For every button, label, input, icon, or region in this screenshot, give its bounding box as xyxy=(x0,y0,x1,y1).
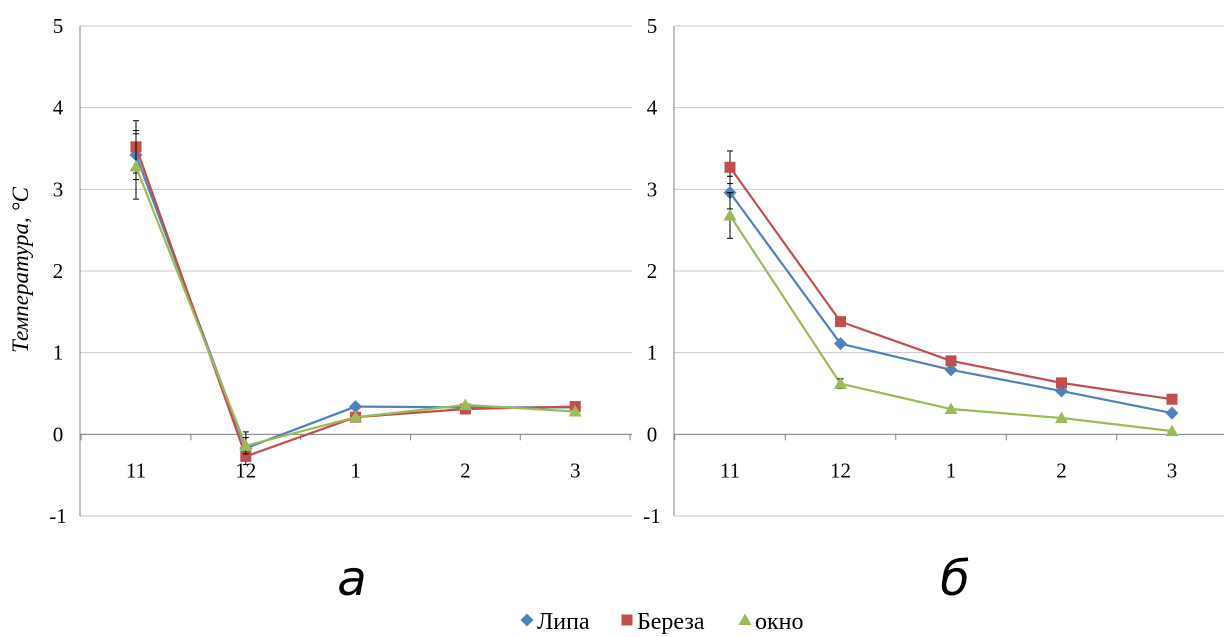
y-tick-label: 0 xyxy=(53,422,64,446)
data-point-diamond xyxy=(349,400,363,414)
data-point-triangle xyxy=(834,377,847,389)
y-tick-label: -1 xyxy=(49,504,67,528)
data-point-triangle xyxy=(458,398,472,410)
x-tick-label: 1 xyxy=(350,458,361,482)
y-tick-label: 5 xyxy=(53,14,64,38)
chart-legend: Липа Береза окно xyxy=(520,609,804,635)
legend-item: Береза xyxy=(621,609,705,635)
y-tick-label: 1 xyxy=(647,341,658,365)
data-point-diamond xyxy=(1165,406,1179,420)
series-square xyxy=(724,150,1178,405)
x-tick-label: 11 xyxy=(126,458,146,482)
legend-label: Береза xyxy=(637,609,705,635)
x-tick-label: 2 xyxy=(1056,458,1067,482)
data-point-square xyxy=(724,161,736,173)
x-tick-label: 2 xyxy=(460,458,471,482)
data-point-diamond xyxy=(834,337,847,351)
legend-item: Липа xyxy=(520,609,590,635)
legend-label: окно xyxy=(755,609,804,635)
legend-marker-diamond xyxy=(520,613,534,627)
y-tick-label: 5 xyxy=(647,14,658,38)
data-point-triangle xyxy=(129,159,143,172)
series-triangle xyxy=(723,192,1179,437)
y-tick-label: 3 xyxy=(53,177,64,201)
legend-label: Липа xyxy=(537,609,590,635)
data-point-triangle xyxy=(944,402,958,415)
panel-label: б xyxy=(940,551,970,607)
y-tick-label: 2 xyxy=(647,259,658,283)
x-tick-label: 11 xyxy=(720,458,740,482)
series-diamond xyxy=(723,175,1179,420)
legend-marker-triangle xyxy=(738,613,752,625)
x-tick-label: 12 xyxy=(830,458,851,482)
data-point-triangle xyxy=(568,404,582,417)
data-point-square xyxy=(240,450,252,462)
y-tick-label: 1 xyxy=(53,341,64,365)
x-tick-label: 12 xyxy=(235,458,256,482)
y-tick-label: 4 xyxy=(53,96,64,120)
x-tick-label: 3 xyxy=(570,458,581,482)
x-tick-label: 3 xyxy=(1167,458,1178,482)
series-line xyxy=(729,214,1173,433)
data-point-square xyxy=(835,316,846,328)
y-tick-label: 3 xyxy=(647,177,658,201)
data-point-square xyxy=(1166,393,1178,405)
data-point-triangle xyxy=(1055,411,1068,423)
data-point-square xyxy=(1056,377,1067,389)
data-point-triangle xyxy=(1165,424,1179,437)
series-triangle xyxy=(129,133,582,455)
legend-item: окно xyxy=(738,609,804,635)
data-point-square xyxy=(945,355,957,367)
y-tick-label: -1 xyxy=(643,504,661,528)
series-line xyxy=(729,191,1173,415)
y-tick-label: 2 xyxy=(53,259,64,283)
legend-marker-square xyxy=(621,614,633,626)
y-tick-label: 0 xyxy=(647,422,658,446)
y-axis-label: Температура, °С xyxy=(8,186,33,353)
y-tick-label: 4 xyxy=(647,96,658,120)
data-point-diamond xyxy=(944,363,958,377)
data-point-triangle xyxy=(349,410,363,423)
panel-label: а xyxy=(337,551,366,607)
data-point-triangle xyxy=(239,439,253,451)
data-point-triangle xyxy=(723,208,737,221)
x-tick-label: 1 xyxy=(946,458,957,482)
